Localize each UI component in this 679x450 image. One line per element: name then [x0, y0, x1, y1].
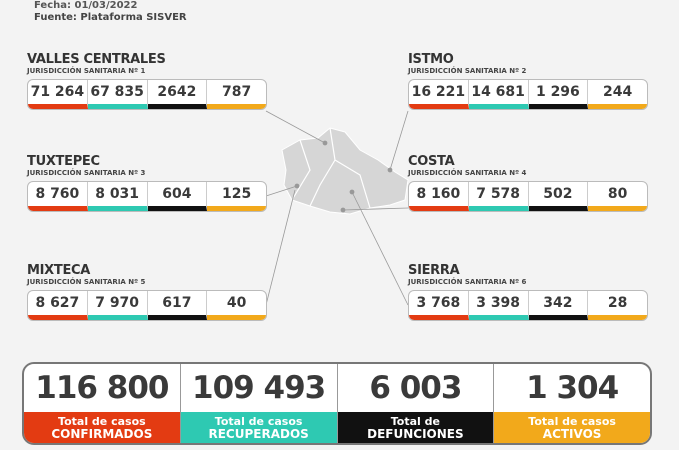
region-stats: 3 768 3 398 342 28	[408, 290, 648, 321]
recuperados-value: 7 578	[468, 182, 529, 211]
total-label: Total de DEFUNCIONES	[337, 412, 494, 443]
confirmados-value: 8 160	[409, 182, 469, 211]
recuperados-value: 67 835	[87, 80, 148, 109]
region-stats: 8 160 7 578 502 80	[408, 181, 648, 212]
region-name: TUXTEPEC	[27, 154, 100, 169]
region-name: SIERRA	[408, 263, 460, 278]
total-label: Total de casos ACTIVOS	[494, 412, 650, 443]
region-name: VALLES CENTRALES	[27, 52, 166, 67]
recuperados-value: 8 031	[87, 182, 148, 211]
total-value: 1 304	[526, 370, 619, 406]
region-stats: 16 221 14 681 1 296 244	[408, 79, 648, 110]
region-name: MIXTECA	[27, 263, 91, 278]
region-sub: JURISDICCIÓN SANITARIA Nº 2	[408, 67, 527, 75]
label-line1: Total de casos	[58, 414, 146, 428]
recuperados-value: 3 398	[468, 291, 529, 320]
leader-lines	[265, 110, 409, 306]
label-line2: RECUPERADOS	[208, 426, 309, 441]
region-tuxtepec: TUXTEPEC JURISDICCIÓN SANITARIA Nº 3 8 7…	[27, 155, 267, 212]
activos-value: 40	[207, 291, 266, 320]
region-stats: 8 760 8 031 604 125	[27, 181, 267, 212]
region-costa: COSTA JURISDICCIÓN SANITARIA Nº 4 8 160 …	[408, 155, 648, 212]
source-text: Fuente: Plataforma SISVER	[34, 12, 187, 23]
defunciones-value: 502	[528, 182, 589, 211]
region-stats: 8 627 7 970 617 40	[27, 290, 267, 321]
label-line1: Total de	[390, 414, 440, 428]
confirmados-value: 3 768	[409, 291, 469, 320]
region-sub: JURISDICCIÓN SANITARIA Nº 4	[408, 169, 527, 177]
confirmados-value: 71 264	[28, 80, 88, 109]
total-value: 116 800	[35, 370, 169, 406]
label-line1: Total de casos	[214, 414, 303, 428]
region-sub: JURISDICCIÓN SANITARIA Nº 3	[27, 169, 146, 177]
label-line2: DEFUNCIONES	[367, 426, 464, 441]
total-activos: 1 304 Total de casos ACTIVOS	[494, 364, 650, 443]
region-stats: 71 264 67 835 2642 787	[27, 79, 267, 110]
total-defunciones: 6 003 Total de DEFUNCIONES	[337, 364, 495, 443]
defunciones-value: 604	[147, 182, 208, 211]
total-recuperados: 109 493 Total de casos RECUPERADOS	[180, 364, 338, 443]
region-mixteca: MIXTECA JURISDICCIÓN SANITARIA Nº 5 8 62…	[27, 264, 267, 321]
region-name: ISTMO	[408, 52, 454, 67]
confirmados-value: 8 760	[28, 182, 88, 211]
state-totals: 116 800 Total de casos CONFIRMADOS 109 49…	[22, 362, 652, 445]
region-valles-centrales: VALLES CENTRALES JURISDICCIÓN SANITARIA …	[27, 53, 267, 110]
map-borders	[291, 127, 371, 209]
region-istmo: ISTMO JURISDICCIÓN SANITARIA Nº 2 16 221…	[408, 53, 648, 110]
activos-value: 244	[588, 80, 647, 109]
total-confirmados: 116 800 Total de casos CONFIRMADOS	[24, 364, 181, 443]
region-name: COSTA	[408, 154, 455, 169]
recuperados-value: 7 970	[87, 291, 148, 320]
label-line2: CONFIRMADOS	[51, 426, 153, 441]
region-sub: JURISDICCIÓN SANITARIA Nº 6	[408, 278, 527, 286]
activos-value: 787	[207, 80, 266, 109]
defunciones-value: 617	[147, 291, 208, 320]
region-sub: JURISDICCIÓN SANITARIA Nº 1	[27, 67, 146, 75]
confirmados-value: 8 627	[28, 291, 88, 320]
confirmados-value: 16 221	[409, 80, 469, 109]
region-sub: JURISDICCIÓN SANITARIA Nº 5	[27, 278, 146, 286]
total-value: 109 493	[192, 370, 326, 406]
defunciones-value: 1 296	[528, 80, 589, 109]
total-value: 6 003	[369, 370, 462, 406]
total-label: Total de casos CONFIRMADOS	[24, 412, 180, 443]
recuperados-value: 14 681	[468, 80, 529, 109]
activos-value: 80	[588, 182, 647, 211]
label-line2: ACTIVOS	[542, 426, 602, 441]
date-text: Fecha: 01/03/2022	[34, 0, 138, 11]
defunciones-value: 2642	[147, 80, 208, 109]
defunciones-value: 342	[528, 291, 589, 320]
header: Fecha: 01/03/2022 Fuente: Plataforma SIS…	[34, 0, 187, 24]
total-label: Total de casos RECUPERADOS	[180, 412, 337, 443]
label-line1: Total de casos	[528, 414, 616, 428]
region-sierra: SIERRA JURISDICCIÓN SANITARIA Nº 6 3 768…	[408, 264, 648, 321]
activos-value: 28	[588, 291, 647, 320]
activos-value: 125	[207, 182, 266, 211]
